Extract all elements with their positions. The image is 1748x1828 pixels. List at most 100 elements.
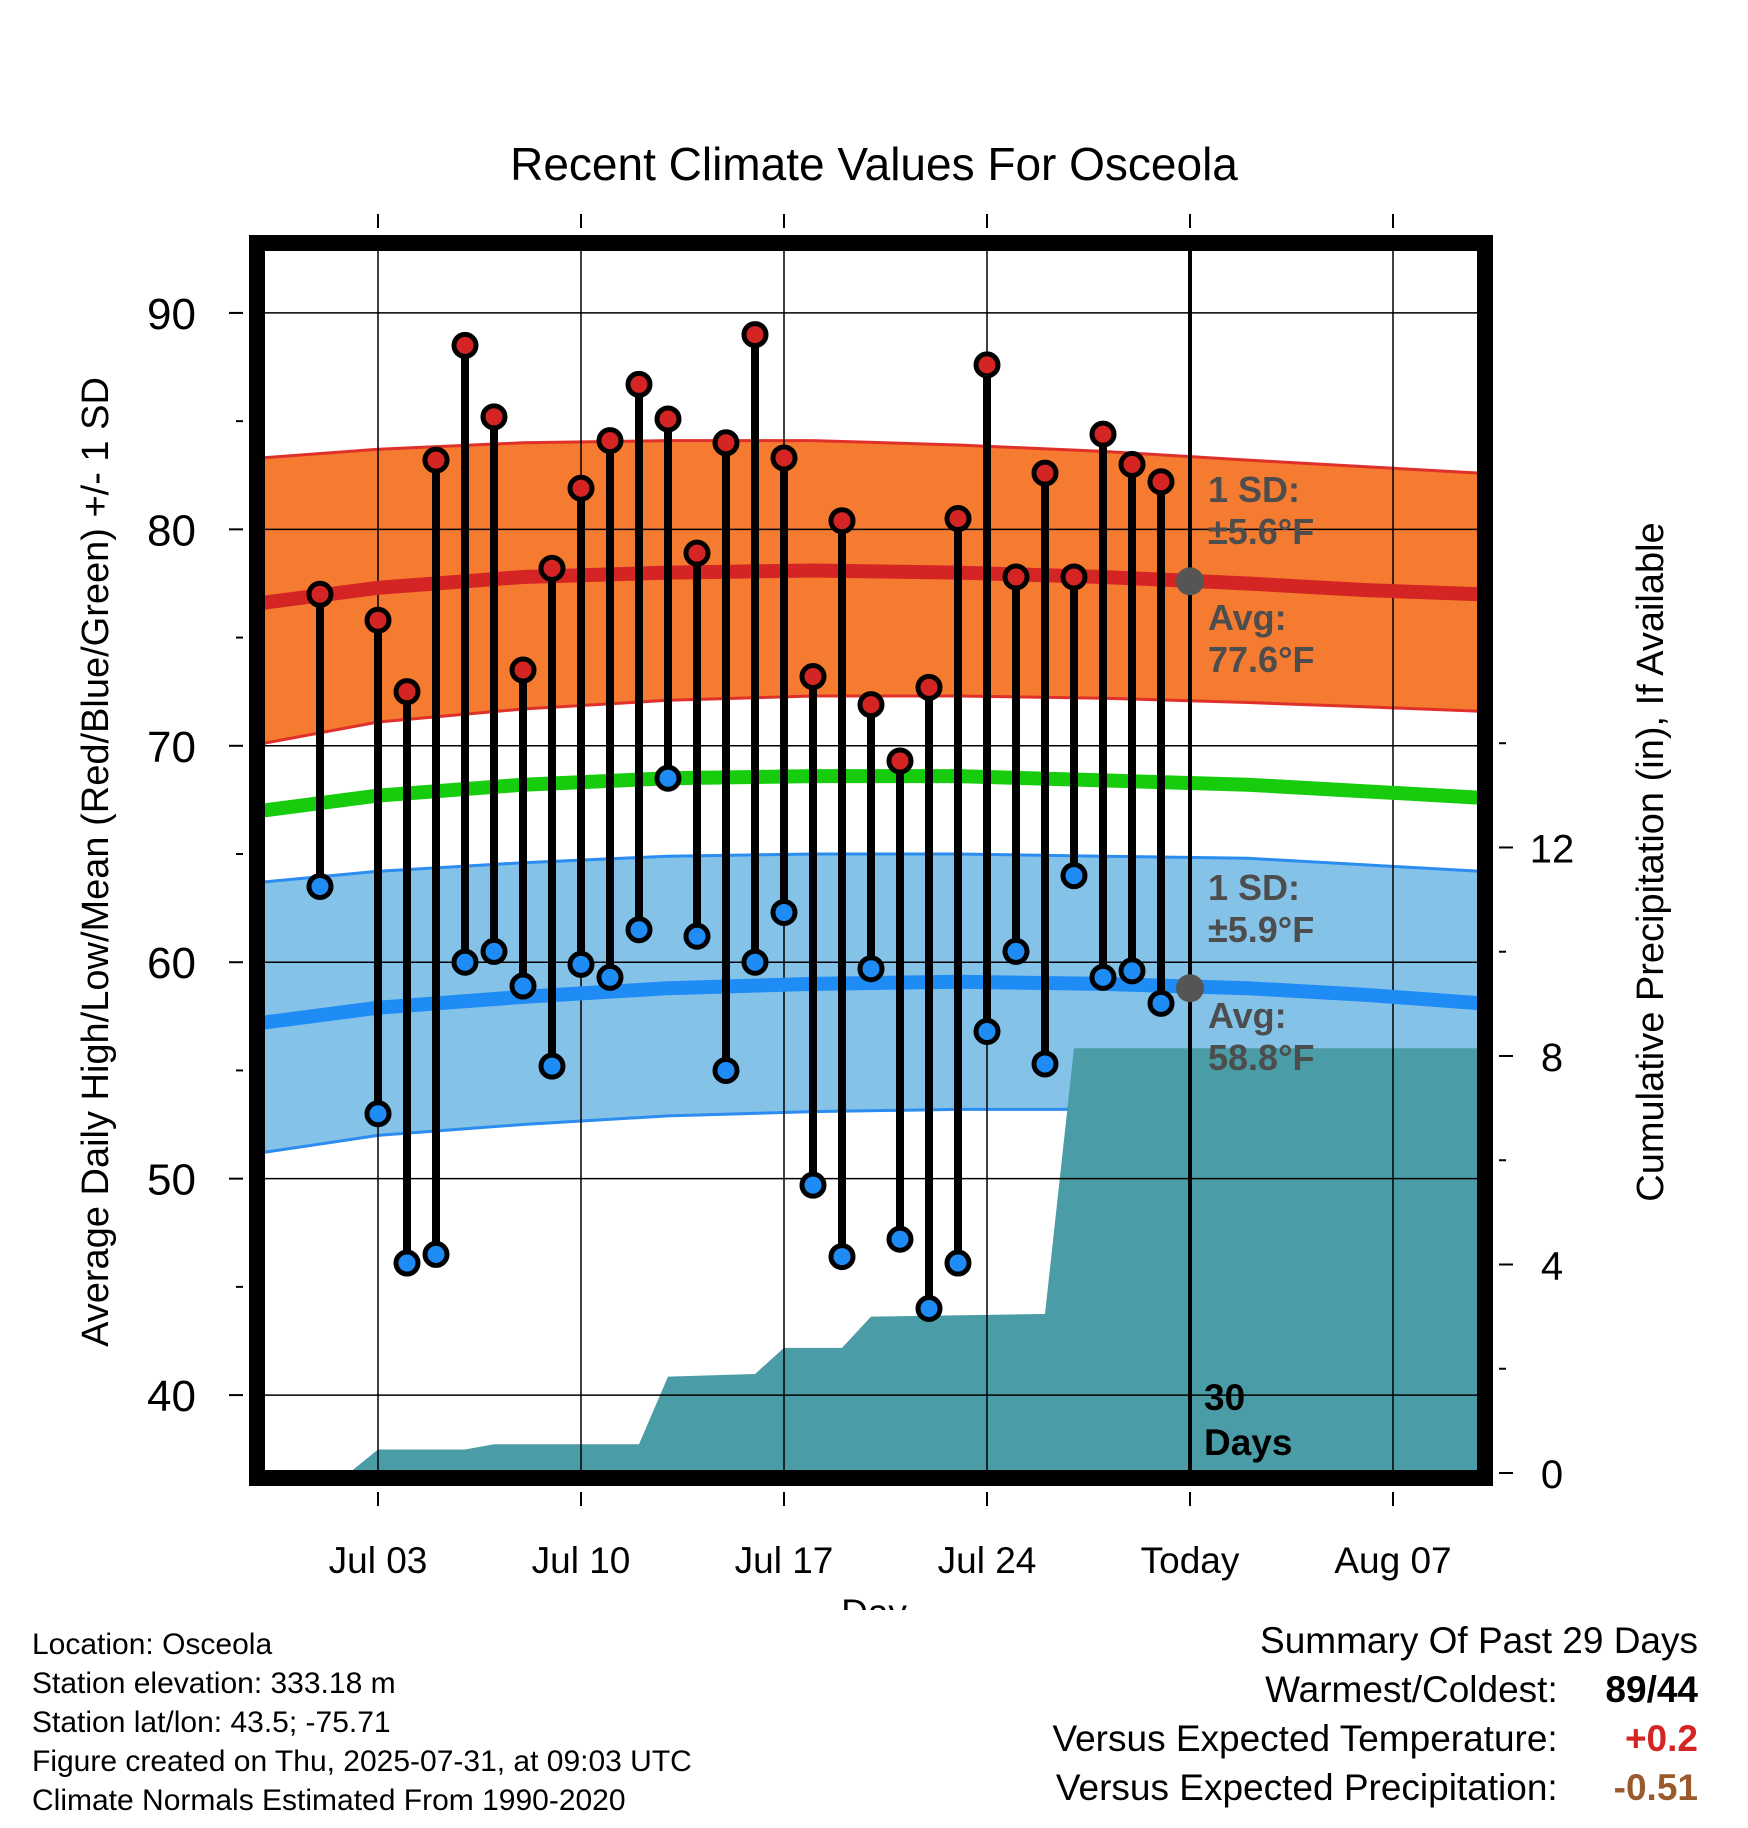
cumulative-precip-area xyxy=(262,1048,1480,1473)
normals-text: Climate Normals Estimated From 1990-2020 xyxy=(32,1784,626,1817)
low-temp-point xyxy=(509,972,537,1000)
x-tick-label: Jul 17 xyxy=(735,1540,834,1581)
high-temp-point xyxy=(364,606,392,634)
today-low-avg-marker xyxy=(1176,974,1204,1003)
climate-chart: Recent Climate Values For Osceola 1 SD:±… xyxy=(75,138,1672,1610)
mean-avg-line xyxy=(262,769,1480,818)
low-temp-point xyxy=(364,1100,392,1128)
high-avg-line xyxy=(262,563,1480,610)
temp-anomaly-value: +0.2 xyxy=(1624,1718,1698,1759)
low-temp-point xyxy=(422,1240,450,1268)
high-temp-point xyxy=(1147,468,1175,496)
temp-anomaly-label: Versus Expected Temperature: xyxy=(1052,1718,1558,1759)
y2-tick-label: 0 xyxy=(1541,1453,1563,1497)
high-temp-point xyxy=(915,673,943,701)
low-temp-point xyxy=(1147,989,1175,1017)
low-temp-point xyxy=(915,1295,943,1323)
low-sd-upper-line xyxy=(262,852,1480,884)
low-temp-point xyxy=(596,963,624,991)
high-temp-point xyxy=(509,656,537,684)
low-temp-point xyxy=(1002,937,1030,965)
low-avg-line xyxy=(262,974,1480,1030)
high-temp-point xyxy=(1089,420,1117,448)
warmest-coldest-row: Warmest/Coldest: 89/44 xyxy=(1052,1665,1698,1714)
coldest-value: 44 xyxy=(1656,1669,1698,1710)
high-avg-label: Avg: xyxy=(1208,597,1287,638)
high-sd-band xyxy=(262,440,1480,744)
low-temp-point xyxy=(1118,957,1146,985)
created-text: Figure created on Thu, 2025-07-31, at 09… xyxy=(32,1745,692,1778)
high-temp-point xyxy=(828,507,856,535)
low-temp-point xyxy=(712,1056,740,1084)
y-axis-label: Average Daily High/Low/Mean (Red/Blue/Gr… xyxy=(75,377,117,1347)
days-label-text: Days xyxy=(1204,1422,1292,1463)
low-sd-label: 1 SD: xyxy=(1208,867,1300,908)
x-tick-label: Jul 10 xyxy=(532,1540,631,1581)
high-temp-point xyxy=(596,427,624,455)
precip-anomaly-row: Versus Expected Precipitation: -0.51 xyxy=(1052,1763,1698,1812)
high-temp-point xyxy=(944,505,972,533)
low-temp-point xyxy=(1031,1050,1059,1078)
low-temp-point xyxy=(567,950,595,978)
low-avg-value: 58.8°F xyxy=(1208,1037,1314,1078)
high-temp-point xyxy=(799,663,827,691)
plot-frame xyxy=(249,235,1493,1486)
x-tick-label: Aug 07 xyxy=(1334,1540,1451,1581)
low-temp-point xyxy=(828,1243,856,1271)
high-temp-point xyxy=(393,678,421,706)
high-avg-value: 77.6°F xyxy=(1208,639,1314,680)
location-text: Location: Osceola xyxy=(32,1628,273,1661)
high-temp-point xyxy=(886,747,914,775)
high-temp-point xyxy=(625,370,653,398)
y-tick-label: 40 xyxy=(147,1372,196,1421)
high-sd-upper-line xyxy=(262,439,1480,475)
low-temp-point xyxy=(1060,862,1088,890)
low-temp-point xyxy=(480,937,508,965)
x-axis-label: Day xyxy=(841,1592,907,1610)
low-avg-label: Avg: xyxy=(1208,995,1287,1036)
x-tick-label: Jul 03 xyxy=(329,1540,428,1581)
high-temp-point xyxy=(1031,459,1059,487)
latlon-text: Station lat/lon: 43.5; -75.71 xyxy=(32,1706,391,1739)
plot-clipped-group xyxy=(262,248,1480,1473)
days-label-number: 30 xyxy=(1204,1377,1245,1418)
chart-title: Recent Climate Values For Osceola xyxy=(510,138,1238,190)
low-temp-point xyxy=(1089,963,1117,991)
high-temp-point xyxy=(857,691,885,719)
high-sd-lower-line xyxy=(262,694,1480,746)
temp-anomaly-row: Versus Expected Temperature: +0.2 xyxy=(1052,1714,1698,1763)
y2-axis-label: Cumulative Precipitation (in), If Availa… xyxy=(1630,522,1672,1201)
y2-tick-label: 8 xyxy=(1541,1036,1563,1080)
low-temp-point xyxy=(393,1249,421,1277)
station-info: Location: Osceola Station elevation: 333… xyxy=(32,1625,692,1820)
precip-anomaly-label: Versus Expected Precipitation: xyxy=(1055,1767,1558,1808)
low-temp-point xyxy=(857,955,885,983)
high-temp-point xyxy=(973,351,1001,379)
warmest-value: 89 xyxy=(1605,1669,1647,1710)
low-temp-point xyxy=(306,872,334,900)
summary-panel: Summary Of Past 29 Days Warmest/Coldest:… xyxy=(1052,1616,1698,1812)
high-temp-point xyxy=(654,405,682,433)
low-temp-point xyxy=(683,922,711,950)
y-tick-label: 50 xyxy=(147,1156,196,1205)
high-temp-point xyxy=(306,580,334,608)
low-temp-point xyxy=(451,948,479,976)
warmest-coldest-label: Warmest/Coldest: xyxy=(1265,1669,1558,1710)
high-sd-label: 1 SD: xyxy=(1208,469,1300,510)
high-temp-point xyxy=(683,539,711,567)
x-tick-label: Jul 24 xyxy=(938,1540,1037,1581)
high-temp-point xyxy=(480,403,508,431)
elevation-text: Station elevation: 333.18 m xyxy=(32,1667,396,1700)
y2-tick-label: 12 xyxy=(1530,827,1575,871)
high-temp-point xyxy=(538,554,566,582)
high-temp-point xyxy=(1002,563,1030,591)
low-temp-point xyxy=(973,1017,1001,1045)
high-temp-point xyxy=(770,444,798,472)
x-tick-label: Today xyxy=(1141,1540,1240,1581)
summary-title: Summary Of Past 29 Days xyxy=(1260,1620,1698,1661)
high-temp-point xyxy=(712,429,740,457)
y-tick-label: 70 xyxy=(147,723,196,772)
high-temp-point xyxy=(1118,450,1146,478)
low-temp-point xyxy=(799,1171,827,1199)
